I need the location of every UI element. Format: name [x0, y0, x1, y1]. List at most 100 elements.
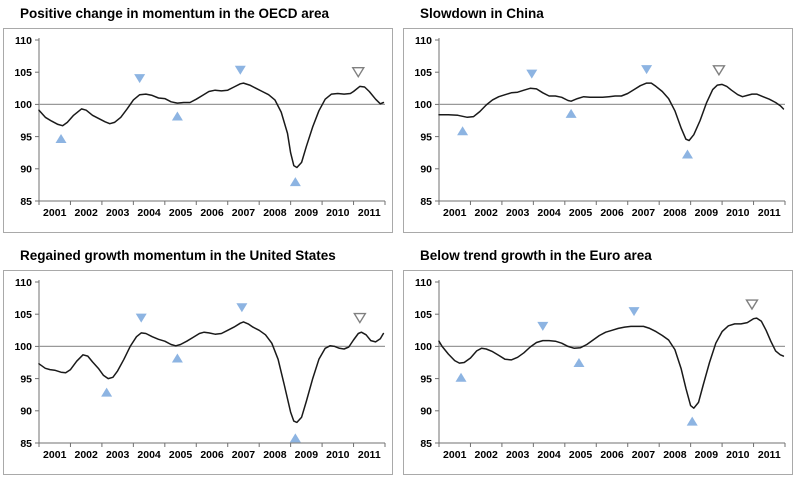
x-tick-label: 2006 [200, 449, 224, 461]
x-tick-label: 2009 [695, 207, 719, 219]
chart-cell-united-states: Regained growth momentum in the United S… [0, 242, 400, 484]
y-tick-label: 100 [14, 99, 32, 111]
triangle-up-marker [565, 108, 577, 118]
chart-panel: 85 90 95 100 105 110 2001 2002 2003 2004 2005 2006 2… [3, 28, 393, 233]
x-tick-label: 2010 [726, 449, 750, 461]
y-tick-label: 85 [20, 438, 32, 450]
x-tick-label: 2004 [537, 449, 561, 461]
x-tick-label: 2005 [169, 207, 193, 219]
triangle-down-marker [236, 303, 248, 313]
cli-series-line [38, 321, 385, 424]
triangle-up-marker [573, 358, 585, 367]
y-tick-label: 90 [420, 164, 432, 176]
x-tick-label: 2007 [632, 449, 656, 461]
y-tick-label: 100 [414, 341, 432, 353]
y-tick-label: 85 [420, 438, 432, 450]
x-tick-label: 2006 [600, 449, 624, 461]
x-tick-label: 2001 [443, 207, 467, 219]
x-tick-label: 2007 [232, 449, 256, 461]
triangle-up-marker [101, 387, 113, 397]
x-tick-label: 2002 [75, 207, 99, 219]
y-tick-label: 95 [20, 131, 32, 143]
x-tick-label: 2003 [506, 207, 530, 219]
chart-plot: 85 90 95 100 105 110 2001 2002 2003 2004 2005 2006 2… [14, 35, 386, 219]
x-tick-label: 2010 [726, 207, 750, 219]
triangle-down-marker [135, 313, 147, 323]
x-tick-label: 2008 [663, 207, 687, 219]
x-tick-label: 2003 [106, 449, 130, 461]
triangle-up-marker [457, 126, 469, 136]
x-tick-label: 2009 [295, 207, 319, 219]
triangle-down-marker [628, 307, 640, 317]
triangle-down-marker [641, 65, 653, 75]
chart-title: Slowdown in China [420, 6, 544, 21]
chart-plot: 85 90 95 100 105 110 2001 2002 2003 2004 2005 2006 2… [414, 35, 786, 219]
x-tick-label: 2006 [200, 207, 224, 219]
x-tick-label: 2005 [169, 449, 193, 461]
y-tick-label: 90 [20, 406, 32, 418]
y-tick-label: 110 [15, 277, 32, 289]
x-tick-label: 2008 [263, 449, 287, 461]
x-tick-label: 2007 [232, 207, 256, 219]
y-tick-label: 110 [15, 35, 32, 47]
triangle-up-marker [55, 134, 67, 144]
x-tick-label: 2009 [295, 449, 319, 461]
y-tick-label: 105 [14, 67, 32, 79]
x-tick-label: 2011 [758, 207, 781, 219]
y-tick-label: 100 [414, 99, 432, 111]
x-tick-label: 2010 [326, 449, 350, 461]
triangle-down-marker [537, 321, 549, 331]
y-tick-label: 105 [414, 67, 432, 79]
y-tick-label: 100 [14, 341, 32, 353]
y-tick-label: 95 [420, 131, 432, 143]
y-tick-label: 95 [20, 373, 32, 385]
y-tick-label: 90 [20, 164, 32, 176]
x-tick-label: 2001 [43, 207, 67, 219]
cli-series-line [438, 317, 785, 409]
y-tick-label: 105 [414, 309, 432, 321]
x-tick-label: 2002 [75, 449, 99, 461]
x-tick-label: 2001 [43, 449, 67, 461]
x-tick-label: 2002 [475, 449, 499, 461]
y-tick-label: 110 [415, 35, 432, 47]
hollow-down-triangle-marker [745, 299, 759, 311]
triangle-down-marker [134, 74, 146, 84]
chart-cell-china: Slowdown in China 85 90 95 100 105 110 2001 200… [400, 0, 800, 242]
x-tick-label: 2008 [663, 449, 687, 461]
x-tick-label: 2011 [358, 207, 381, 219]
y-tick-label: 90 [420, 406, 432, 418]
hollow-down-triangle-marker [353, 312, 367, 324]
triangle-up-marker [455, 372, 467, 382]
x-tick-label: 2004 [137, 207, 161, 219]
y-tick-label: 110 [415, 277, 432, 289]
x-tick-label: 2003 [106, 207, 130, 219]
x-tick-label: 2001 [443, 449, 467, 461]
x-tick-label: 2005 [569, 207, 593, 219]
y-tick-label: 105 [14, 309, 32, 321]
chart-panel: 85 90 95 100 105 110 2001 2002 2003 2004 2005 2006 2… [3, 270, 393, 475]
triangle-up-marker [686, 416, 698, 426]
x-tick-label: 2006 [600, 207, 624, 219]
chart-panel: 85 90 95 100 105 110 2001 2002 2003 2004 2005 2006 2… [403, 270, 793, 475]
y-tick-label: 85 [20, 196, 32, 208]
x-tick-label: 2004 [137, 449, 161, 461]
chart-title: Below trend growth in the Euro area [420, 248, 652, 263]
x-tick-label: 2005 [569, 449, 593, 461]
chart-cell-oecd-area: Positive change in momentum in the OECD … [0, 0, 400, 242]
x-tick-label: 2002 [475, 207, 499, 219]
x-tick-label: 2007 [632, 207, 656, 219]
hollow-down-triangle-marker [351, 67, 366, 79]
x-tick-label: 2011 [358, 449, 381, 461]
chart-panel: 85 90 95 100 105 110 2001 2002 2003 2004 2005 2006 2… [403, 28, 793, 233]
triangle-up-marker [681, 149, 693, 159]
x-tick-label: 2004 [537, 207, 561, 219]
triangle-down-marker [234, 65, 246, 75]
triangle-down-marker [526, 69, 538, 79]
x-tick-label: 2011 [758, 449, 781, 461]
cli-series-line [38, 82, 385, 169]
triangle-up-marker [289, 177, 301, 187]
triangle-up-marker [171, 111, 183, 121]
chart-plot: 85 90 95 100 105 110 2001 2002 2003 2004 2005 2006 2… [14, 277, 386, 461]
cli-series-line [438, 82, 785, 142]
